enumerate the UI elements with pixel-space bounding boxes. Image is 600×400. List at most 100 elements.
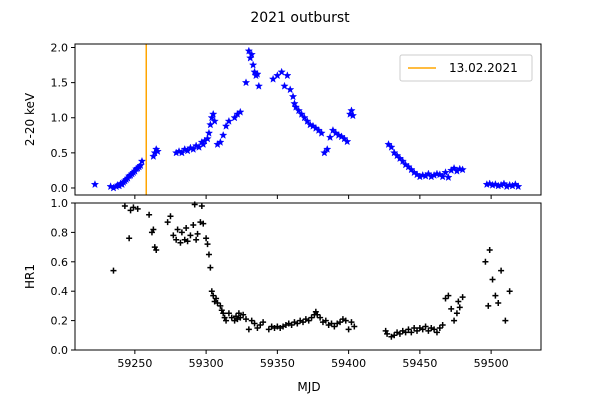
hr1-point [345,326,352,333]
hr1-point [351,323,358,330]
hr1-point [210,292,217,299]
flux-point [216,137,225,146]
hr1-point [348,319,355,326]
hr1-point [217,302,224,309]
flux-point [177,148,187,157]
flux-point [221,121,231,130]
hr1-point [110,267,117,274]
hr1-point [228,314,235,321]
y-tick-label: 0.4 [51,285,69,298]
y-tick-label: 0.8 [51,226,69,239]
chart-title: 2021 outburst [250,10,350,26]
hr1-point [459,294,466,301]
hr1-point [146,211,153,218]
y-tick-label: 0.2 [51,315,69,328]
hr1-point [225,310,232,317]
hr1-point [245,326,252,333]
hr1-point [411,324,418,331]
hr1-point [200,220,207,227]
flux-point [323,144,332,153]
flux-point [288,92,298,101]
hr1-point [433,329,440,336]
flux-point [277,67,286,76]
y-tick-label: 0.0 [51,182,69,195]
hr1-point [431,326,438,333]
hr1-point [126,235,133,242]
hr1-point [342,317,349,324]
hr1-point [402,329,409,336]
flux-point [280,81,289,90]
flux-point [347,106,356,115]
hr1-point [453,310,460,317]
flux-point [241,78,251,87]
panel-top-flux: 0.0 0.5 1.0 1.5 2.0 2-20 keV 13.02.2021 [23,42,542,196]
flux-point [253,69,262,78]
flux-point [90,180,100,189]
flux-point [254,81,263,90]
flux-point [209,109,218,118]
hr1-point [207,264,214,271]
y-tick-label: 2.0 [51,42,69,55]
hr1-point [502,317,509,324]
flux-point [458,165,467,174]
flux-point [244,46,254,55]
bottom-y-ticks: 0.0 0.2 0.4 0.6 0.8 1.0 [51,197,75,357]
flux-point [203,134,212,143]
flux-point [248,60,258,69]
y-tick-label: 1.0 [51,197,69,210]
bottom-y-axis-label: HR1 [23,264,37,289]
hr1-point [213,295,220,302]
x-axis-label: MJD [297,380,320,394]
hr1-point [164,219,171,226]
hr1-point [317,314,324,321]
hr1-point [134,205,141,212]
flux-point [303,116,312,125]
hr1-point [495,299,502,306]
hr1-point [322,317,329,324]
hr1-point [251,320,258,327]
bottom-axes-frame [74,202,542,351]
hr1-point [183,224,190,231]
x-axis-ticks: 59250 59300 59350 59400 59450 59500 [117,195,509,370]
hr1-point [203,235,210,242]
flux-point [219,130,228,139]
flux-point [230,113,239,122]
panel-bottom-hr1: 0.00.20.40.60.81.0 HR1 59250 59300 59350 59… [23,195,542,394]
hr1-point [208,288,215,295]
flux-point [189,144,198,153]
flux-point [387,142,396,151]
hr1-point [257,322,264,329]
y-tick-label: 0.5 [51,147,69,160]
x-tick-label: 59300 [189,357,224,370]
hr1-point [391,332,398,339]
hr1-point [167,213,174,220]
hr1-point [127,207,134,214]
hr1-point [235,310,242,317]
hr1-point [405,326,412,333]
hr1-point [173,236,180,243]
hr1-point [482,258,489,265]
flux-point [283,71,292,80]
flux-point [325,133,335,141]
hr1-point [455,298,462,305]
flux-point [236,107,245,116]
hr1-point [442,295,449,302]
hr1-point [384,330,391,337]
flux-point [297,109,306,118]
hr1-point [489,276,496,283]
hr1-point [237,314,244,321]
hr1-point [153,247,160,254]
hr1-point [204,241,211,248]
hr1-point [214,299,221,306]
hr1-point [439,322,446,329]
hr1-point [254,324,261,331]
x-tick-label: 59500 [474,357,509,370]
hr1-point [331,323,338,330]
hr1-point [193,236,200,243]
hr1-point [485,302,492,309]
hr1-point [240,311,247,318]
hr1-point [294,320,301,327]
flux-point [153,147,162,155]
flux-point [247,50,256,59]
hr1-point [220,310,227,317]
